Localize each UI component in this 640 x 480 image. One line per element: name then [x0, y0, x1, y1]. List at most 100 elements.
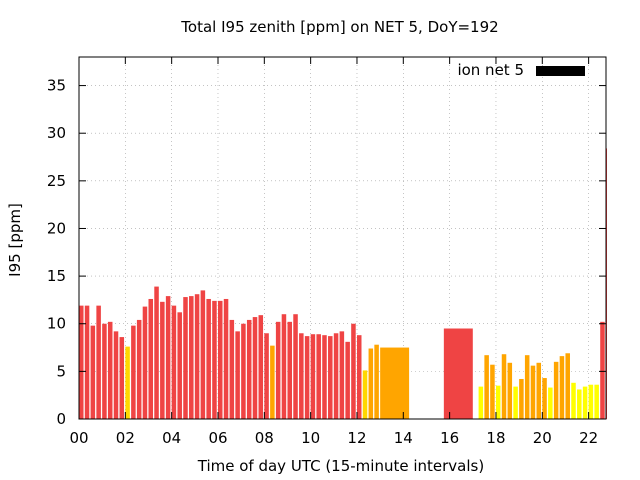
bar [275, 321, 281, 419]
bar [160, 301, 165, 419]
bar [548, 387, 553, 419]
bar [113, 331, 119, 419]
bar [270, 345, 275, 419]
bar [542, 378, 547, 419]
y-tick-label: 30 [47, 124, 66, 142]
bar [351, 323, 356, 419]
x-tick-label: 02 [116, 429, 135, 447]
x-tick-label: 16 [440, 429, 459, 447]
bar [131, 325, 136, 419]
bar [322, 335, 327, 419]
y-tick-label: 5 [56, 362, 66, 380]
bar [519, 378, 524, 419]
bar [577, 389, 582, 419]
bar [293, 314, 298, 419]
bar [316, 334, 321, 419]
bar [154, 286, 159, 419]
bar [345, 341, 350, 419]
bar [258, 315, 264, 419]
bar [524, 355, 530, 419]
bar [328, 336, 333, 419]
bar [142, 306, 148, 419]
bar [582, 386, 588, 419]
bar [177, 312, 182, 419]
grid [79, 57, 606, 419]
bar [102, 323, 107, 419]
bar [171, 305, 177, 419]
bar [189, 296, 194, 419]
bar [183, 297, 188, 419]
bar [165, 296, 171, 419]
bar [148, 298, 154, 419]
x-tick-label: 12 [347, 429, 366, 447]
ticks [78, 57, 606, 420]
bar [264, 333, 269, 419]
legend-label: ion net 5 [457, 61, 524, 79]
bar [287, 321, 293, 419]
bar [281, 314, 287, 419]
bar [136, 319, 142, 419]
bar [478, 386, 484, 419]
bar [119, 337, 125, 419]
x-tick-label: 00 [69, 429, 88, 447]
x-tick-label: 06 [208, 429, 227, 447]
x-tick-label: 22 [579, 429, 598, 447]
bar [304, 336, 310, 419]
bar [246, 319, 252, 419]
bars [79, 148, 607, 419]
bar [299, 333, 304, 419]
bar [600, 321, 605, 419]
bar [565, 353, 570, 419]
bar [79, 305, 84, 419]
bar [588, 384, 594, 419]
bar [530, 365, 536, 419]
x-tick-label: 18 [486, 429, 505, 447]
bar [380, 347, 410, 419]
bar [339, 331, 345, 419]
y-tick-label: 35 [47, 77, 66, 95]
x-tick-label: 08 [255, 429, 274, 447]
bar [212, 300, 217, 419]
bar [96, 305, 101, 419]
bar [229, 319, 235, 419]
bar [571, 382, 576, 419]
bar [536, 362, 542, 419]
x-tick-label: 14 [394, 429, 413, 447]
bar [501, 354, 507, 419]
bar [310, 334, 316, 419]
x-axis-label: Time of day UTC (15-minute intervals) [197, 457, 484, 475]
y-tick-label: 20 [47, 219, 66, 237]
y-tick-labels: 0 5 10 15 20 25 30 35 [47, 77, 66, 428]
bar [513, 386, 518, 419]
y-tick-label: 0 [56, 410, 66, 428]
bar [333, 333, 339, 419]
bar [490, 364, 495, 419]
bar [107, 321, 113, 419]
bar [507, 362, 513, 419]
legend-swatch [536, 66, 585, 76]
bar [553, 361, 559, 419]
bar [362, 370, 368, 419]
bar [217, 300, 223, 419]
x-tick-labels: 00 02 04 06 08 10 12 14 16 18 20 22 [69, 429, 598, 447]
y-tick-label: 25 [47, 172, 66, 190]
x-tick-label: 10 [301, 429, 320, 447]
bar [443, 328, 473, 419]
bar [495, 385, 501, 419]
bar [223, 298, 229, 419]
chart-title: Total I95 zenith [ppm] on NET 5, DoY=192 [180, 18, 498, 36]
bar [594, 384, 599, 419]
bar [90, 325, 96, 419]
y-axis-label: I95 [ppm] [6, 203, 24, 277]
bar [84, 305, 90, 419]
bar [200, 290, 206, 419]
bar [559, 356, 565, 419]
bar [235, 331, 240, 419]
y-tick-label: 10 [47, 315, 66, 333]
bar [241, 323, 246, 419]
legend: ion net 5 [457, 61, 585, 79]
bar [194, 294, 200, 419]
bar [368, 348, 374, 419]
y-tick-label: 15 [47, 267, 66, 285]
